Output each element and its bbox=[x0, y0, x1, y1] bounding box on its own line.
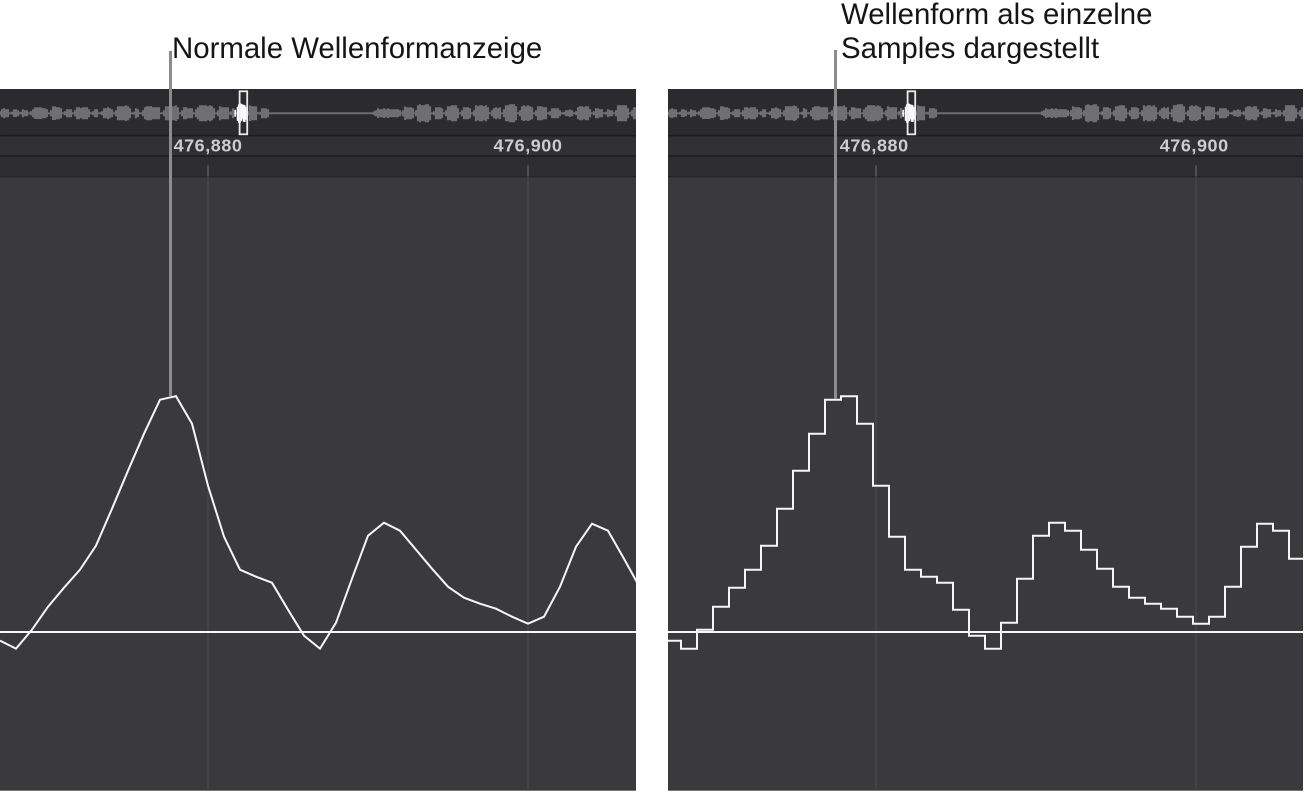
svg-text:476,900: 476,900 bbox=[1160, 136, 1229, 156]
svg-text:476,880: 476,880 bbox=[840, 136, 909, 156]
svg-text:476,880: 476,880 bbox=[174, 136, 243, 156]
svg-text:476,900: 476,900 bbox=[494, 136, 563, 156]
